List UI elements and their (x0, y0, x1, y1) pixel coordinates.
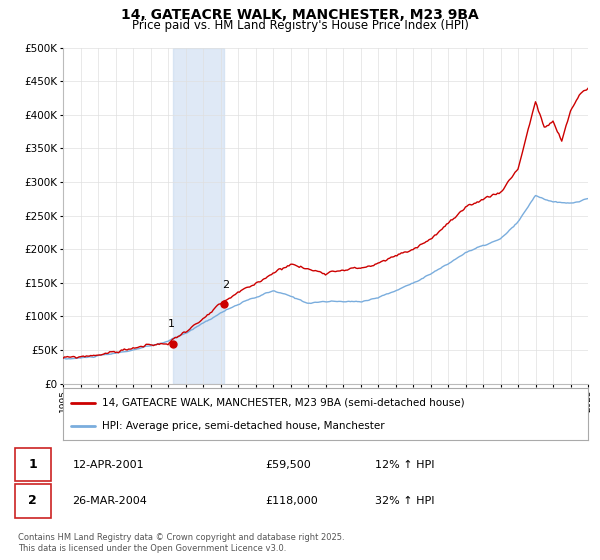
Text: 12% ↑ HPI: 12% ↑ HPI (375, 460, 434, 470)
Text: 2: 2 (28, 494, 37, 507)
Text: 14, GATEACRE WALK, MANCHESTER, M23 9BA: 14, GATEACRE WALK, MANCHESTER, M23 9BA (121, 8, 479, 22)
Text: 2: 2 (223, 279, 230, 290)
FancyBboxPatch shape (15, 484, 50, 517)
Text: Price paid vs. HM Land Registry's House Price Index (HPI): Price paid vs. HM Land Registry's House … (131, 19, 469, 32)
Text: Contains HM Land Registry data © Crown copyright and database right 2025.
This d: Contains HM Land Registry data © Crown c… (18, 533, 344, 553)
Text: £59,500: £59,500 (265, 460, 311, 470)
Text: 1: 1 (28, 458, 37, 471)
Text: 1: 1 (168, 319, 175, 329)
Text: 26-MAR-2004: 26-MAR-2004 (73, 496, 148, 506)
Text: HPI: Average price, semi-detached house, Manchester: HPI: Average price, semi-detached house,… (103, 421, 385, 431)
Text: £118,000: £118,000 (265, 496, 318, 506)
Text: 32% ↑ HPI: 32% ↑ HPI (375, 496, 434, 506)
Bar (173, 48, 224, 384)
Text: 12-APR-2001: 12-APR-2001 (73, 460, 144, 470)
Text: 14, GATEACRE WALK, MANCHESTER, M23 9BA (semi-detached house): 14, GATEACRE WALK, MANCHESTER, M23 9BA (… (103, 398, 465, 408)
FancyBboxPatch shape (15, 448, 50, 481)
